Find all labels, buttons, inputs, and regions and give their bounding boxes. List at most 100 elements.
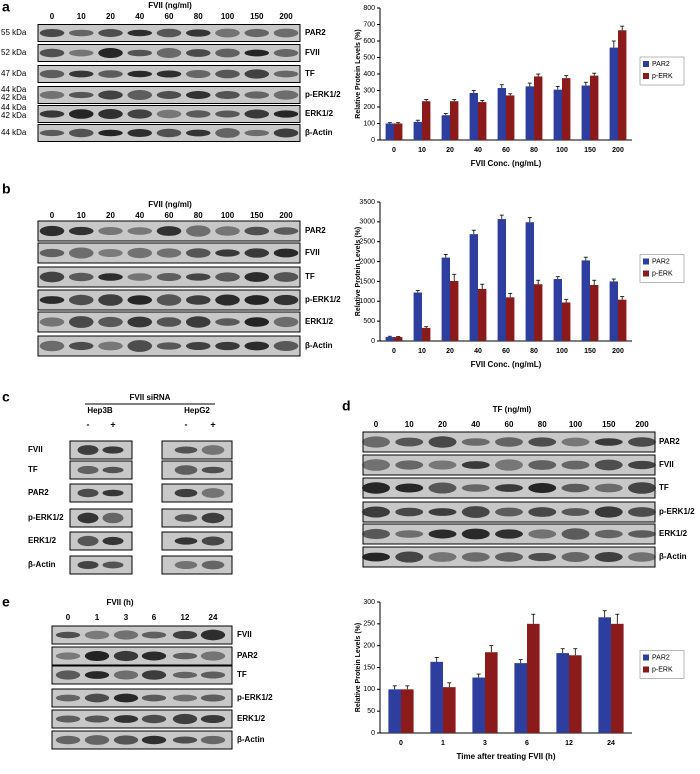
- blot-band: [39, 28, 65, 38]
- bar: [413, 292, 422, 341]
- y-axis-title: Relative Protein Levels (%): [355, 227, 362, 316]
- lane-label: +: [110, 419, 115, 429]
- blot-band: [215, 69, 240, 79]
- blot-band: [628, 437, 656, 447]
- blot-band: [528, 507, 557, 517]
- blot-band: [395, 530, 424, 538]
- blot-band: [102, 466, 124, 474]
- blot-band: [594, 529, 623, 539]
- legend-label: PAR2: [652, 61, 670, 68]
- blot-band: [395, 483, 424, 493]
- blot-band: [561, 483, 590, 493]
- blot-band: [113, 693, 139, 703]
- bar: [388, 689, 401, 733]
- lane-label: 100: [221, 12, 235, 21]
- row-label: FVII: [305, 248, 320, 257]
- bar: [478, 102, 487, 140]
- bar: [569, 655, 582, 733]
- blot-band: [215, 341, 240, 351]
- blot-band: [98, 29, 123, 37]
- lane-label: 150: [250, 211, 264, 220]
- blot-band: [156, 91, 182, 99]
- blot-band: [628, 530, 656, 538]
- blot-band: [461, 528, 490, 540]
- blot-band: [98, 48, 123, 58]
- bar: [394, 123, 403, 140]
- bar: [609, 281, 618, 341]
- kda-label: 44 kDa: [1, 103, 27, 112]
- row-label: p-ERK1/2: [305, 90, 341, 99]
- blot-band: [461, 506, 490, 518]
- row-label: β-Actin: [305, 128, 333, 137]
- blot-band: [200, 714, 226, 724]
- blot-band: [68, 341, 94, 351]
- blot-band: [200, 651, 226, 661]
- blot-band: [77, 465, 99, 475]
- x-axis-title: FVII Conc. (ng/mL): [471, 159, 542, 168]
- lane-label: 10: [405, 420, 414, 429]
- y-tick-label: 300: [363, 599, 375, 606]
- x-tick-label: 3: [483, 740, 487, 747]
- blot-band: [215, 110, 240, 118]
- bar: [556, 653, 569, 733]
- blot-band: [201, 512, 225, 524]
- bar: [618, 30, 627, 140]
- blot-band: [98, 226, 123, 236]
- bar: [611, 623, 624, 733]
- legend-label: p-ERK: [652, 666, 673, 673]
- blot-band: [594, 459, 623, 471]
- blot-band: [127, 49, 153, 57]
- legend-label: p-ERK: [652, 73, 673, 80]
- blot-band: [39, 129, 65, 137]
- x-tick-label: 80: [530, 147, 538, 154]
- bar: [553, 89, 562, 140]
- blot-band: [39, 340, 65, 352]
- blot-band: [172, 713, 198, 725]
- blot-band: [495, 484, 523, 492]
- row-label: PAR2: [237, 651, 258, 660]
- bar: [590, 75, 599, 140]
- bar: [497, 88, 506, 140]
- blot-band: [185, 225, 211, 237]
- kda-label: 47 kDa: [1, 69, 27, 78]
- blot-band: [215, 318, 240, 326]
- x-tick-label: 150: [584, 147, 596, 154]
- blot-band: [395, 460, 424, 470]
- blot-band: [77, 488, 99, 498]
- blot-band: [98, 341, 123, 351]
- lane-label: 60: [165, 211, 174, 220]
- y-tick-label: 2500: [359, 239, 375, 246]
- blot-band: [461, 438, 490, 446]
- bar: [506, 297, 515, 341]
- y-tick-label: 100: [363, 120, 375, 127]
- blot-band: [428, 482, 457, 494]
- x-tick-label: 200: [612, 147, 624, 154]
- blot-strip: [37, 105, 301, 123]
- blot-band: [495, 529, 523, 539]
- row-label: ERK1/2: [305, 109, 334, 118]
- blot-band: [98, 294, 123, 306]
- blot-band: [172, 652, 198, 660]
- blot-band: [102, 489, 124, 497]
- blot-band: [461, 552, 490, 562]
- row-label: ERK1/2: [237, 714, 266, 723]
- x-tick-label: 40: [474, 147, 482, 154]
- blot-band: [174, 537, 198, 545]
- y-tick-label: 1000: [359, 298, 375, 305]
- y-tick-label: 600: [363, 38, 375, 45]
- blot-band: [127, 70, 153, 78]
- row-label: FVII: [237, 630, 252, 639]
- blot-band: [156, 47, 182, 59]
- blot-band: [215, 28, 240, 38]
- blot-band: [102, 561, 124, 569]
- blot-band: [68, 29, 94, 37]
- y-tick-label: 500: [363, 318, 375, 325]
- panel-label: a: [2, 0, 10, 15]
- y-tick-label: 500: [363, 54, 375, 61]
- blot-band: [215, 272, 240, 282]
- kda-label: 42 kDa: [1, 93, 27, 102]
- bar: [401, 689, 414, 733]
- blot-band: [628, 552, 656, 562]
- row-label: β-Actin: [659, 552, 687, 561]
